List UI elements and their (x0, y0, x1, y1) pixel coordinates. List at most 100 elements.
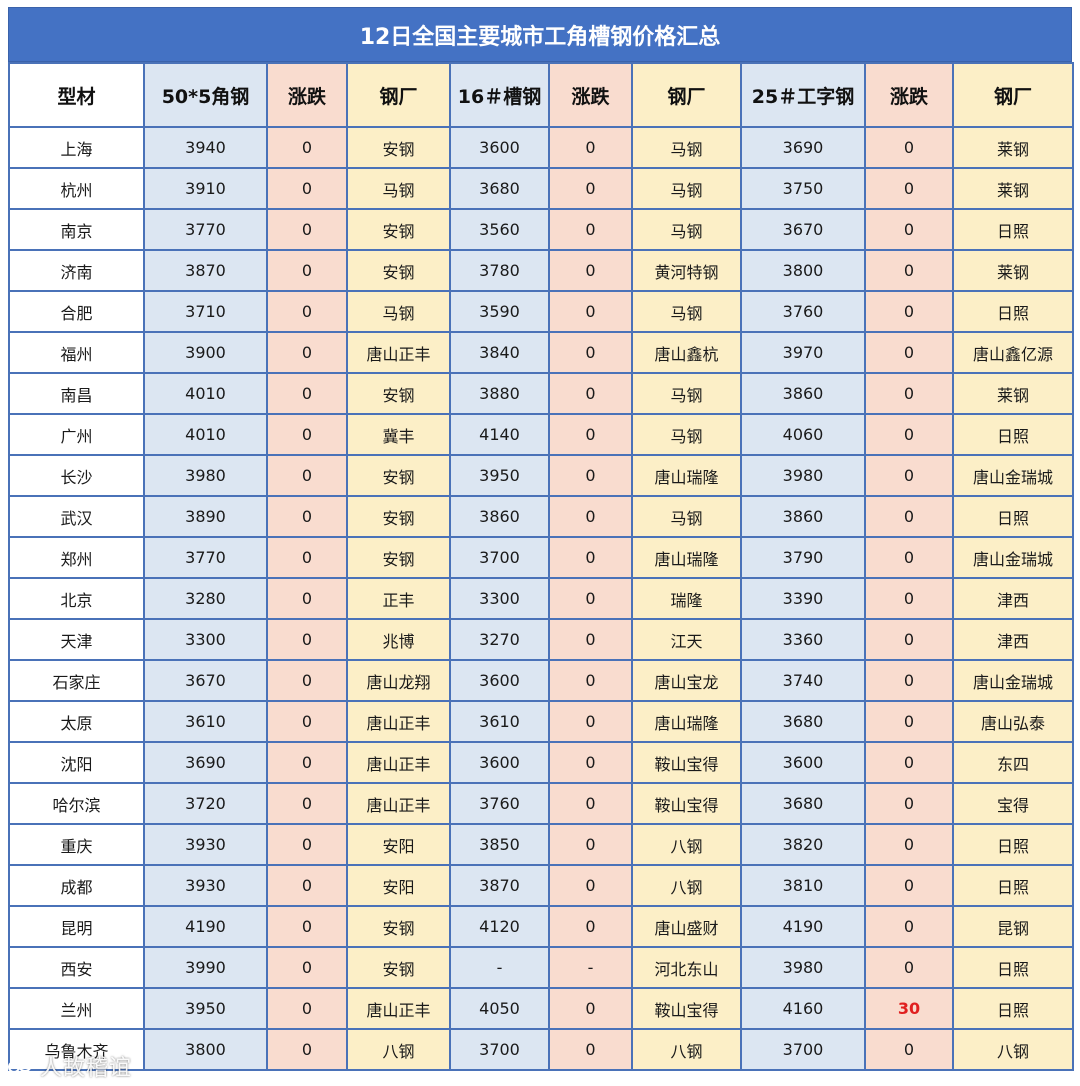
cell-angle-mill: 唐山正丰 (346, 741, 451, 784)
cell-channel-change: 0 (548, 864, 633, 907)
cell-ibeam-price: 3970 (740, 331, 866, 374)
cell-city: 北京 (8, 577, 145, 620)
cell-ibeam-price: 3600 (740, 741, 866, 784)
cell-city: 重庆 (8, 823, 145, 866)
header-channel-change: 涨跌 (548, 62, 633, 128)
cell-ibeam-price: 3860 (740, 372, 866, 415)
cell-angle-change: 0 (266, 577, 348, 620)
cell-angle-mill: 冀丰 (346, 413, 451, 456)
cell-angle-price: 3690 (143, 741, 268, 784)
cell-ibeam-change: 0 (864, 331, 954, 374)
cell-channel-mill: 马钢 (631, 372, 742, 415)
cell-city: 哈尔滨 (8, 782, 145, 825)
cell-channel-change: 0 (548, 249, 633, 292)
cell-ibeam-price: 4060 (740, 413, 866, 456)
header-angle-change: 涨跌 (266, 62, 348, 128)
cell-channel-mill: 八钢 (631, 1028, 742, 1071)
cell-angle-change: 0 (266, 987, 348, 1030)
header-channel-price: 16＃槽钢 (449, 62, 550, 128)
cell-angle-mill: 唐山正丰 (346, 987, 451, 1030)
cell-angle-price: 3950 (143, 987, 268, 1030)
cell-ibeam-change: 0 (864, 659, 954, 702)
cell-angle-price: 3930 (143, 823, 268, 866)
cell-channel-price: 3560 (449, 208, 550, 251)
cell-channel-change: - (548, 946, 633, 989)
cell-ibeam-change: 0 (864, 454, 954, 497)
cell-ibeam-change: 0 (864, 167, 954, 210)
cell-ibeam-change: 0 (864, 864, 954, 907)
table-row: 哈尔滨 3720 0 唐山正丰 3760 0 鞍山宝得 3680 0 宝得 (8, 782, 1074, 825)
cell-city: 昆明 (8, 905, 145, 948)
cell-ibeam-mill: 东四 (952, 741, 1074, 784)
cell-ibeam-price: 3980 (740, 946, 866, 989)
cell-channel-mill: 黄河特钢 (631, 249, 742, 292)
cell-angle-change: 0 (266, 249, 348, 292)
cell-angle-price: 3890 (143, 495, 268, 538)
cell-ibeam-mill: 唐山弘泰 (952, 700, 1074, 743)
cell-ibeam-mill: 莱钢 (952, 249, 1074, 292)
cell-channel-change: 0 (548, 126, 633, 169)
cell-ibeam-price: 3680 (740, 782, 866, 825)
cell-ibeam-price: 3700 (740, 1028, 866, 1071)
cell-ibeam-mill: 唐山金瑞城 (952, 659, 1074, 702)
cell-city: 武汉 (8, 495, 145, 538)
cell-channel-price: 3780 (449, 249, 550, 292)
cell-ibeam-price: 3980 (740, 454, 866, 497)
cell-ibeam-change: 0 (864, 905, 954, 948)
cell-angle-mill: 兆博 (346, 618, 451, 661)
cell-angle-change: 0 (266, 167, 348, 210)
cell-city: 上海 (8, 126, 145, 169)
cell-channel-mill: 瑞隆 (631, 577, 742, 620)
cell-ibeam-mill: 唐山金瑞城 (952, 454, 1074, 497)
cell-ibeam-price: 3800 (740, 249, 866, 292)
cell-angle-mill: 安阳 (346, 864, 451, 907)
cell-channel-price: 3700 (449, 536, 550, 579)
cell-channel-price: 3590 (449, 290, 550, 333)
table-row: 济南 3870 0 安钢 3780 0 黄河特钢 3800 0 莱钢 (8, 249, 1074, 292)
cell-angle-change: 0 (266, 208, 348, 251)
cell-ibeam-price: 4190 (740, 905, 866, 948)
cell-ibeam-change: 0 (864, 536, 954, 579)
cell-channel-mill: 鞍山宝得 (631, 782, 742, 825)
cell-angle-mill: 正丰 (346, 577, 451, 620)
cell-angle-change: 0 (266, 864, 348, 907)
cell-city: 济南 (8, 249, 145, 292)
cell-channel-change: 0 (548, 782, 633, 825)
cell-city: 太原 (8, 700, 145, 743)
cell-channel-price: 4120 (449, 905, 550, 948)
header-angle-price: 50*5角钢 (143, 62, 268, 128)
cell-channel-change: 0 (548, 905, 633, 948)
cell-ibeam-change: 0 (864, 946, 954, 989)
cell-channel-price: 4050 (449, 987, 550, 1030)
cell-ibeam-price: 4160 (740, 987, 866, 1030)
table-row: 合肥 3710 0 马钢 3590 0 马钢 3760 0 日照 (8, 290, 1074, 333)
table-row: 西安 3990 0 安钢 - - 河北东山 3980 0 日照 (8, 946, 1074, 989)
cell-angle-change: 0 (266, 659, 348, 702)
cell-angle-change: 0 (266, 823, 348, 866)
price-table-container: 12日全国主要城市工角槽钢价格汇总 型材 50*5角钢 涨跌 钢厂 16＃槽钢 … (8, 7, 1074, 1071)
cell-angle-price: 3940 (143, 126, 268, 169)
table-row: 福州 3900 0 唐山正丰 3840 0 唐山鑫杭 3970 0 唐山鑫亿源 (8, 331, 1074, 374)
watermark-text: 人故稽谊 (40, 1056, 133, 1081)
cell-ibeam-mill: 日照 (952, 987, 1074, 1030)
cell-channel-change: 0 (548, 454, 633, 497)
cell-angle-price: 3910 (143, 167, 268, 210)
cell-angle-mill: 安钢 (346, 454, 451, 497)
cell-channel-change: 0 (548, 700, 633, 743)
table-row: 昆明 4190 0 安钢 4120 0 唐山盛财 4190 0 昆钢 (8, 905, 1074, 948)
cell-channel-change: 0 (548, 577, 633, 620)
cell-angle-change: 0 (266, 495, 348, 538)
cell-channel-change: 0 (548, 372, 633, 415)
cell-angle-mill: 八钢 (346, 1028, 451, 1071)
cell-angle-price: 4010 (143, 372, 268, 415)
cell-angle-price: 4010 (143, 413, 268, 456)
cell-angle-price: 3930 (143, 864, 268, 907)
cell-channel-mill: 河北东山 (631, 946, 742, 989)
cell-city: 郑州 (8, 536, 145, 579)
cell-city: 兰州 (8, 987, 145, 1030)
cell-ibeam-price: 3820 (740, 823, 866, 866)
cell-ibeam-change: 0 (864, 495, 954, 538)
cell-angle-mill: 唐山龙翔 (346, 659, 451, 702)
cell-city: 合肥 (8, 290, 145, 333)
cell-ibeam-mill: 日照 (952, 946, 1074, 989)
